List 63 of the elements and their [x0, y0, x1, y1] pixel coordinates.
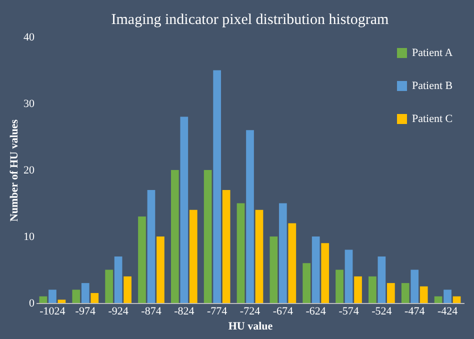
bar — [72, 290, 80, 303]
bar — [410, 270, 419, 303]
bar — [336, 270, 344, 303]
y-tick-label: 0 — [29, 298, 35, 310]
chart-title: Imaging indicator pixel distribution histogram — [111, 12, 390, 28]
bar — [255, 210, 264, 303]
bar — [420, 286, 428, 303]
legend-label: Patient A — [412, 47, 453, 59]
bar — [124, 276, 132, 303]
x-tick-label: -624 — [306, 306, 326, 318]
bar — [434, 296, 442, 303]
x-tick-label: -724 — [240, 306, 261, 318]
bar — [170, 170, 179, 303]
x-tick-label: -1024 — [40, 306, 66, 318]
bar — [344, 250, 353, 303]
x-tick-label: -524 — [372, 306, 392, 318]
bar — [105, 270, 113, 303]
x-tick-label: -574 — [338, 306, 360, 318]
x-tick-label: -474 — [404, 306, 426, 318]
y-tick-label: 10 — [24, 231, 35, 243]
legend-label: Patient B — [412, 80, 453, 92]
bar — [401, 283, 410, 303]
bar — [213, 70, 222, 303]
legend-label: Patient C — [412, 113, 453, 125]
y-tick-label: 40 — [24, 32, 35, 44]
bar — [354, 276, 362, 303]
bar — [114, 256, 122, 303]
y-tick-label: 20 — [24, 164, 35, 176]
x-tick-label: -774 — [206, 306, 228, 318]
bar — [147, 190, 156, 303]
bar — [312, 236, 320, 303]
x-tick-label: -974 — [75, 306, 96, 318]
bar — [81, 283, 90, 303]
x-tick-label: -924 — [108, 306, 129, 318]
bar — [288, 223, 296, 303]
bar — [452, 296, 461, 303]
bar — [278, 203, 287, 303]
bar — [58, 300, 66, 303]
bar — [444, 290, 452, 303]
bar — [48, 290, 56, 303]
x-tick-label: -874 — [141, 306, 162, 318]
x-tick-label: -424 — [437, 306, 458, 318]
x-tick-label: -824 — [174, 306, 195, 318]
x-axis-title: HU value — [228, 320, 273, 332]
bar — [368, 276, 376, 303]
bar — [138, 216, 146, 303]
bar — [246, 130, 254, 303]
bar — [387, 283, 395, 303]
bar — [204, 170, 212, 303]
bar — [189, 210, 198, 303]
bar — [90, 293, 99, 303]
y-tick-label: 30 — [24, 98, 35, 110]
x-tick-label: -674 — [272, 306, 294, 318]
bar — [378, 256, 386, 303]
bar — [39, 296, 48, 303]
bar — [156, 236, 164, 303]
bar — [222, 190, 230, 303]
bar — [302, 263, 311, 303]
bar — [180, 116, 188, 303]
y-axis-title: Number of HU values — [8, 118, 20, 222]
bar — [236, 203, 245, 303]
bar — [321, 243, 330, 303]
bar — [270, 236, 278, 303]
